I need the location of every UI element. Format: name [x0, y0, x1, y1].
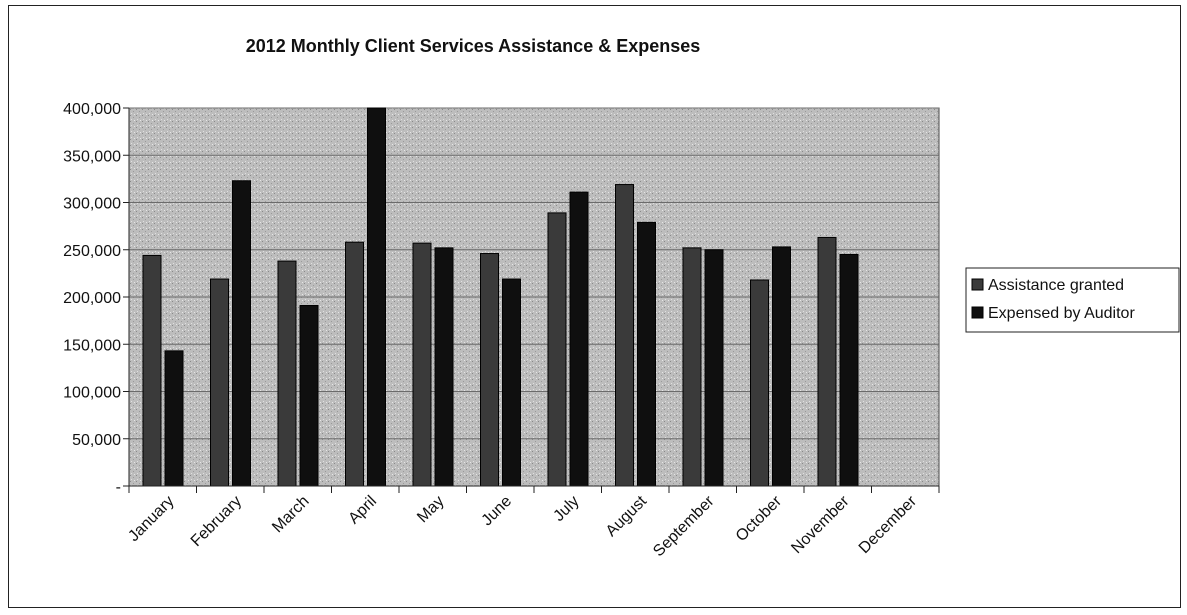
x-tick-label: July [550, 493, 582, 525]
bar-expensed-by-auditor [232, 180, 251, 487]
legend-swatch-expensed [971, 306, 984, 319]
y-tick-label: 50,000 [72, 432, 121, 449]
bar-expensed-by-auditor [367, 107, 386, 487]
legend-label-expensed: Expensed by Auditor [988, 305, 1135, 322]
legend-box [965, 267, 1180, 333]
bar-assistance-granted [277, 260, 297, 487]
bar-assistance-granted [817, 236, 837, 487]
x-tick-label: September [650, 492, 718, 560]
bar-expensed-by-auditor [502, 278, 521, 487]
y-tick-label: - [116, 479, 121, 496]
y-tick-label: 300,000 [63, 196, 121, 213]
y-tick-label: 100,000 [63, 385, 121, 402]
chart-title: 2012 Monthly Client Services Assistance … [246, 36, 701, 56]
bar-assistance-granted [345, 241, 364, 487]
x-axis: January February March April May June July Augu… [125, 485, 940, 560]
bar-assistance-granted [142, 254, 162, 487]
chart-svg: 2012 Monthly Client Services Assistance … [63, 36, 1180, 560]
y-tick-label: 400,000 [63, 101, 121, 118]
bar-expensed-by-auditor [299, 305, 319, 487]
bar-assistance-granted [682, 247, 702, 487]
x-tick-label: August [603, 492, 651, 540]
bar-expensed-by-auditor [434, 247, 454, 487]
x-tick-label: October [733, 492, 786, 545]
bar-assistance-granted [615, 184, 634, 487]
gridlines [129, 107, 939, 440]
x-tick-label: December [856, 492, 921, 557]
bar-expensed-by-auditor [164, 350, 184, 487]
bar-assistance-granted [750, 279, 769, 487]
bar-expensed-by-auditor [772, 246, 791, 487]
y-tick-label: 350,000 [63, 148, 121, 165]
bar-assistance-granted [412, 242, 432, 487]
legend: Assistance granted Expensed by Auditor [965, 267, 1180, 333]
legend-label-assistance: Assistance granted [988, 277, 1124, 294]
y-tick-label: 250,000 [63, 243, 121, 260]
bar-expensed-by-auditor [637, 221, 656, 487]
x-tick-label: January [125, 493, 177, 545]
bar-expensed-by-auditor [704, 249, 724, 487]
bar-expensed-by-auditor [839, 253, 859, 487]
chart-frame: 2012 Monthly Client Services Assistance … [8, 5, 1181, 608]
y-tick-label: 150,000 [63, 337, 121, 354]
x-tick-label: June [479, 493, 516, 530]
bars [142, 107, 859, 487]
bar-expensed-by-auditor [569, 191, 589, 487]
y-tick-label: 200,000 [63, 290, 121, 307]
x-tick-label: March [269, 493, 312, 536]
bar-assistance-granted [480, 253, 499, 487]
x-tick-label: November [788, 492, 853, 557]
bar-assistance-granted [210, 278, 229, 487]
x-tick-label: May [414, 493, 447, 526]
y-axis: - 50,000 100,000 150,000 200,000 250,000 300,0… [63, 101, 130, 496]
x-tick-label: February [188, 493, 245, 550]
legend-swatch-assistance [971, 278, 984, 291]
bar-assistance-granted [547, 212, 567, 487]
x-tick-label: April [345, 493, 380, 528]
